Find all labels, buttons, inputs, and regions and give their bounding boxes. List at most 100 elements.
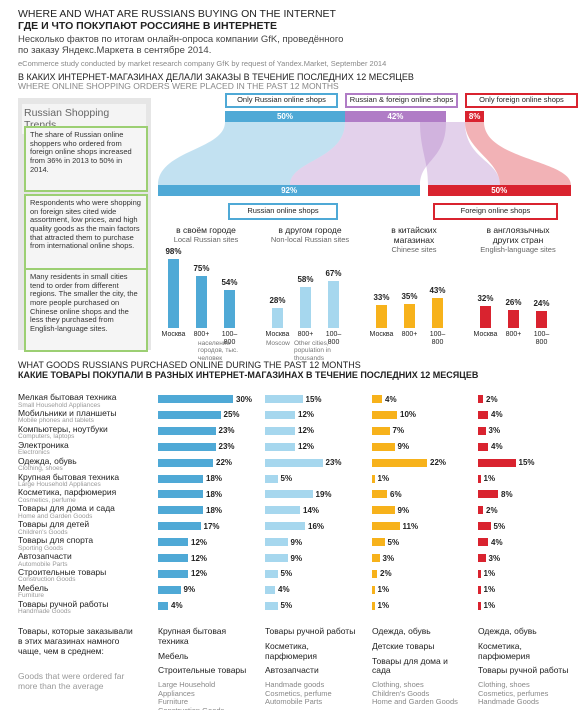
bar [508,309,519,328]
bar [265,554,288,562]
row-label-ru: Товары для детей [18,519,90,530]
bar [478,601,481,610]
flow-value: 50% [276,112,293,121]
bar [158,458,213,467]
value-label: 23% [325,458,342,468]
value-label: 18% [206,474,223,483]
footer-item-ru: Детские товары [372,640,435,651]
footer-item-ru: Автозапчасти [265,665,319,676]
bar [272,308,283,328]
bar [372,442,395,451]
footer-item-en: Construction Goods [158,706,250,710]
bar [372,585,375,594]
bar [478,474,481,483]
value-label: 1% [483,474,496,483]
title-en: WHERE AND WHAT ARE RUSSIANS BUYING ON TH… [18,8,336,20]
value-label: 1% [377,601,390,611]
value-label: 4% [385,394,397,404]
value-label: 3% [488,426,501,436]
bar [478,585,481,594]
bar [158,426,216,435]
value-label: 5% [387,537,400,547]
value-label: 12% [298,410,315,420]
row-label-en: Sporting Goods [18,544,64,552]
value-label: 12% [191,537,208,547]
category-label: 800+ [401,331,418,338]
value-label: 43% [429,285,446,295]
bar [158,410,221,419]
segment-label: Russian & foreign online shops [345,93,458,108]
bar [158,506,203,515]
section-title-en: WHAT GOODS RUSSIANS PURCHASED ONLINE DUR… [18,360,361,370]
value-label: 35% [401,291,418,301]
group-title-en: Non-local Russian sites [270,234,350,244]
bar [478,395,483,403]
bar [372,506,395,515]
category-label: Москва [161,331,186,338]
flow-band [158,122,345,185]
bar [265,426,295,435]
value-label: 30% [236,394,253,404]
bar [372,410,397,419]
value-label: 2% [380,569,392,579]
category-label: 100–800 [221,331,238,347]
bar [265,585,275,594]
flow-band [465,122,571,185]
value-label: 9% [397,442,410,452]
group-title-ru: в своём городе [176,225,236,235]
bar [478,506,483,515]
footer-item-en: Clothing, shoes [372,680,424,690]
value-label: 54% [221,278,238,288]
value-label: 1% [483,585,496,595]
bar [265,601,278,610]
bar [478,410,488,419]
bar [265,458,323,467]
group-title-ru: в другом городе [278,225,342,235]
bar [158,585,181,594]
group-title-en: Local Russian sites [173,234,239,244]
value-label: 14% [303,505,320,515]
flow-bar [465,111,485,122]
bar [432,297,443,328]
value-label: 2% [486,394,498,404]
value-label: 15% [518,458,535,468]
bar [372,569,377,578]
bar [265,442,295,451]
footer-column: Одежда, обувь Детские товары Товары для до… [372,626,464,707]
value-label: 9% [290,553,303,563]
footer-item-en: Large Household Appliances [158,680,216,698]
bar [300,287,311,328]
footer-item-en: Cosmetics, perfumes [478,688,549,698]
bar [372,554,380,562]
bar [265,410,295,419]
row-label-en: Electronics [18,449,50,457]
row-label-ru: Мебель [18,582,49,593]
value-label: 19% [315,489,332,499]
row-label-ru: Крупная бытовая техника [18,471,120,482]
segment-label: Foreign online shops [433,203,558,220]
footer-item-ru: Товары ручной работы [265,626,356,636]
section-title-en: WHERE ONLINE SHOPPING ORDERS WERE PLACED… [18,81,339,91]
bar [478,426,486,435]
flow-bar [345,111,446,122]
flow-value: 8% [468,112,481,121]
footer-item-en: Furniture [158,697,189,707]
intro-en: eCommerce study conducted by market rese… [18,59,387,68]
value-label: 15% [305,394,322,404]
flow-band [290,122,446,185]
value-label: 75% [193,263,210,273]
group-note: Other cities, population in thousands [294,340,331,362]
value-label: 4% [171,601,183,611]
value-label: 26% [505,297,522,307]
row-label-ru: Автозапчасти [18,551,72,561]
value-label: 25% [223,410,240,420]
bar [372,522,400,531]
value-label: 12% [298,426,315,436]
bar [372,601,375,610]
row-label-en: Construction Goods [18,576,76,584]
bar [478,554,486,562]
group-note: население городов, тыс. человек [198,340,239,362]
value-label: 23% [218,442,235,452]
flow-value: 42% [387,112,404,121]
bar [372,458,427,467]
